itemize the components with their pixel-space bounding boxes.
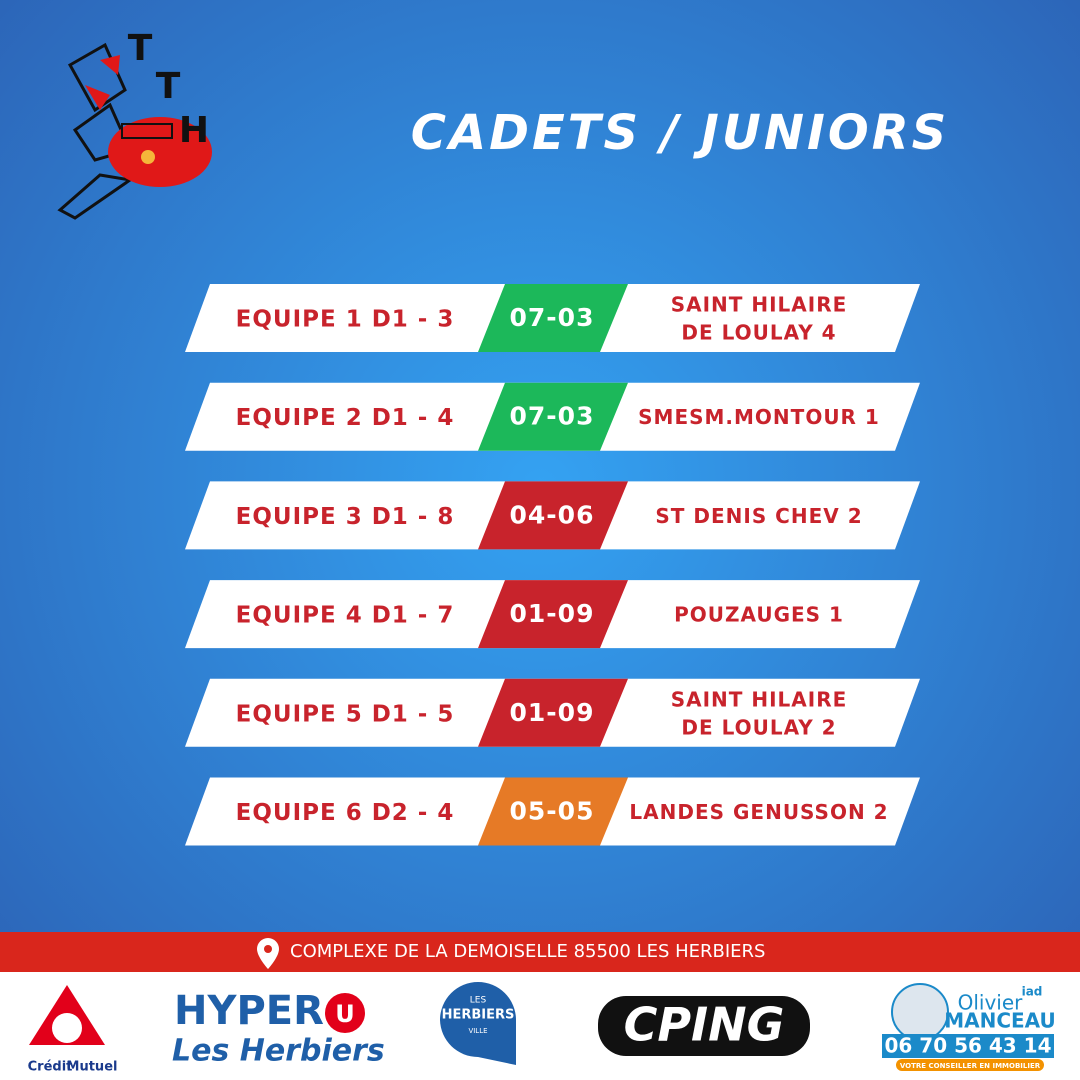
- score: 07-03: [510, 303, 595, 332]
- team: EQUIPE 3 D1 - 8: [236, 504, 455, 530]
- sponsor-text: Les Herbiers: [172, 1034, 385, 1069]
- opponent: DE LOULAY 2: [681, 715, 836, 739]
- club-logo: T T H: [57, 28, 212, 220]
- match-row: EQUIPE 1 D1 - 3 07-03 SAINT HILAIRE DE LOUL…: [185, 284, 920, 352]
- team: EQUIPE 6 D2 - 4: [236, 800, 455, 826]
- address: COMPLEXE DE LA DEMOISELLE 85500 LES HERB…: [290, 941, 765, 962]
- sponsor-ville: LES HERBIERS VILLE: [440, 982, 516, 1065]
- team: EQUIPE 4 D1 - 7: [236, 603, 455, 629]
- score: 01-09: [510, 698, 595, 727]
- title: CADETS / JUNIORS: [411, 105, 949, 161]
- sponsor-text: VOTRE CONSEILLER EN IMMOBILIER: [900, 1062, 1041, 1070]
- match-list: EQUIPE 1 D1 - 3 07-03 SAINT HILAIRE DE LOUL…: [185, 284, 920, 846]
- sponsor-text: Crédit: [28, 1060, 73, 1075]
- opponent: SMESM.MONTOUR 1: [638, 405, 880, 429]
- sponsor-text: Olivier: [958, 991, 1024, 1015]
- sponsor-text: iad: [1022, 985, 1043, 999]
- sponsor-text: VILLE: [468, 1027, 487, 1035]
- team: EQUIPE 5 D1 - 5: [236, 701, 455, 727]
- opponent: ST DENIS CHEV 2: [655, 504, 862, 528]
- team: EQUIPE 1 D1 - 3: [236, 307, 455, 333]
- match-row: EQUIPE 6 D2 - 4 05-05 LANDES GENUSSON 2: [185, 777, 920, 846]
- team: EQUIPE 2 D1 - 4: [236, 405, 455, 431]
- sponsor-text: 06 70 56 43 14: [884, 1034, 1051, 1058]
- sponsor-text: CPING: [624, 998, 785, 1052]
- match-row: EQUIPE 2 D1 - 4 07-03 SMESM.MONTOUR 1: [185, 382, 920, 451]
- sponsor-cping: CPING: [598, 996, 810, 1056]
- sponsor-iad: Olivier MANCEAU iad 06 70 56 43 14 VOTRE…: [882, 983, 1056, 1071]
- sponsor-text: Mutuel: [67, 1060, 118, 1075]
- score: 05-05: [510, 797, 595, 826]
- location-icon: [257, 938, 279, 969]
- opponent: SAINT HILAIRE: [671, 293, 848, 317]
- score: 07-03: [510, 402, 595, 431]
- opponent: SAINT HILAIRE: [671, 687, 848, 711]
- match-row: EQUIPE 4 D1 - 7 01-09 POUZAUGES 1: [185, 580, 920, 649]
- score-badge: [478, 580, 628, 649]
- score-badge: [478, 481, 628, 550]
- score-badge: [478, 284, 628, 352]
- sponsor-text: HERBIERS: [442, 1008, 515, 1023]
- logo-letter: T: [128, 28, 153, 69]
- sponsor-text: HYPER: [174, 988, 324, 1034]
- logo-letter: H: [179, 110, 209, 151]
- address-band: [0, 932, 1080, 972]
- sponsor-text: LES: [470, 996, 487, 1006]
- score-badge: [478, 777, 628, 846]
- score-badge: [478, 678, 628, 747]
- sponsor-text: MANCEAU: [944, 1009, 1056, 1033]
- logo-letter: T: [156, 66, 181, 107]
- sponsor-text: U: [335, 1000, 355, 1028]
- score: 04-06: [510, 500, 595, 529]
- sponsor-credit-mutuel: Crédit Mutuel: [28, 985, 118, 1075]
- opponent: LANDES GENUSSON 2: [629, 800, 888, 824]
- opponent: DE LOULAY 4: [681, 321, 836, 345]
- match-row: EQUIPE 3 D1 - 8 04-06 ST DENIS CHEV 2: [185, 481, 920, 550]
- score-badge: [478, 382, 628, 451]
- sponsor-hyper-u: HYPER U Les Herbiers: [172, 988, 385, 1069]
- match-row: EQUIPE 5 D1 - 5 01-09 SAINT HILAIRE DE LOUL…: [185, 678, 920, 747]
- opponent: POUZAUGES 1: [674, 603, 844, 627]
- score: 01-09: [510, 599, 595, 628]
